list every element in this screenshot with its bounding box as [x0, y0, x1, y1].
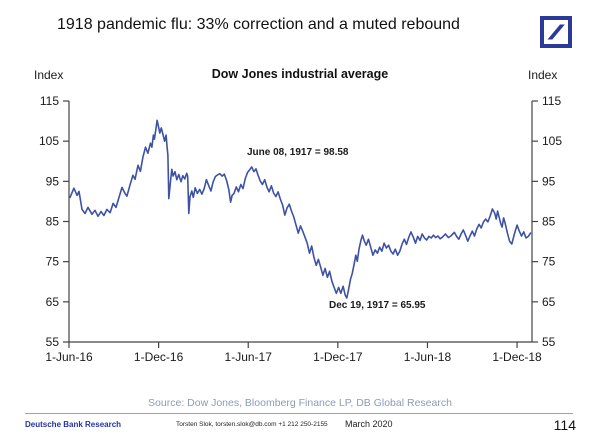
- page-title: 1918 pandemic flu: 33% correction and a …: [57, 16, 460, 33]
- x-tick-label: 1-Dec-16: [134, 350, 184, 364]
- x-tick-label: 1-Dec-17: [313, 350, 363, 364]
- y-tick-label-right: 95: [542, 174, 556, 188]
- y-tick-label-left: 105: [39, 134, 59, 148]
- x-tick-label: 1-Jun-16: [45, 350, 93, 364]
- footer-brand: Deutsche Bank Research: [25, 420, 122, 429]
- y-tick-label-right: 55: [542, 335, 556, 349]
- footer-contact: Torsten Slok, torsten.slok@db.com +1 212…: [176, 421, 328, 428]
- dow-jones-line: [69, 119, 532, 299]
- annotation-trough: Dec 19, 1917 = 65.95: [329, 300, 426, 311]
- source-note: Source: Dow Jones, Bloomberg Finance LP,…: [148, 397, 452, 409]
- chart-title: Dow Jones industrial average: [211, 67, 389, 81]
- annotation-peak: June 08, 1917 = 98.58: [247, 147, 349, 158]
- footer-date: March 2020: [345, 419, 393, 429]
- y-tick-label-right: 65: [542, 295, 556, 309]
- footer-divider: [25, 413, 573, 414]
- y-tick-label-left: 65: [46, 295, 60, 309]
- y-tick-label-left: 95: [46, 174, 60, 188]
- right-axis-unit-label: Index: [528, 68, 558, 82]
- x-tick-label: 1-Jun-18: [404, 350, 452, 364]
- y-tick-label-right: 115: [542, 94, 561, 108]
- x-tick-label: 1-Jun-17: [225, 350, 273, 364]
- y-tick-label-right: 85: [542, 215, 556, 229]
- y-tick-label-left: 85: [46, 215, 60, 229]
- y-tick-label-right: 105: [542, 134, 562, 148]
- deutsche-bank-logo-icon: [540, 16, 572, 48]
- page-number: 114: [553, 417, 576, 433]
- db-slash-icon: [540, 16, 572, 48]
- y-tick-label-left: 115: [40, 94, 59, 108]
- y-tick-label-right: 75: [542, 255, 556, 269]
- left-axis-unit-label: Index: [34, 68, 64, 82]
- x-tick-label: 1-Dec-18: [492, 350, 542, 364]
- y-tick-label-left: 75: [46, 255, 60, 269]
- y-tick-label-left: 55: [46, 335, 60, 349]
